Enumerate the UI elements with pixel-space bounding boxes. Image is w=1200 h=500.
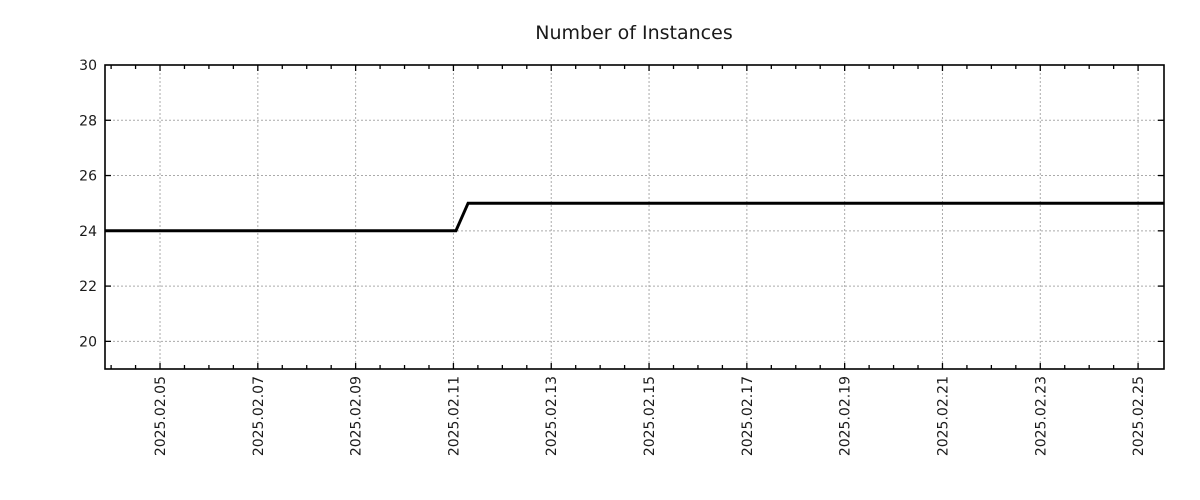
x-tick-label: 2025.02.11 xyxy=(446,376,462,456)
y-tick-label: 20 xyxy=(79,334,97,350)
x-tick-label: 2025.02.13 xyxy=(544,376,560,456)
chart-title: Number of Instances xyxy=(535,22,732,44)
y-tick-label: 26 xyxy=(79,169,97,185)
x-tick-label: 2025.02.05 xyxy=(153,376,169,456)
y-tick-label: 28 xyxy=(79,113,97,129)
plot-border xyxy=(104,64,1165,370)
y-tick-label: 24 xyxy=(79,224,97,240)
x-tick-label: 2025.02.07 xyxy=(251,376,267,456)
x-tick-label: 2025.02.23 xyxy=(1033,376,1049,456)
y-tick-label: 22 xyxy=(79,279,97,295)
x-tick-label: 2025.02.25 xyxy=(1131,376,1147,456)
y-tick-label: 30 xyxy=(79,58,97,74)
x-tick-label: 2025.02.21 xyxy=(936,376,952,456)
x-tick-label: 2025.02.19 xyxy=(838,376,854,456)
x-tick-label: 2025.02.09 xyxy=(349,376,365,456)
plot-area: 20 22 24 26 28 30 2025.02.05 2025.02.07 2025.02.… xyxy=(79,58,1165,456)
data-series-line xyxy=(105,201,1164,233)
x-tick-label: 2025.02.17 xyxy=(740,376,756,456)
x-tick-label: 2025.02.15 xyxy=(642,376,658,456)
